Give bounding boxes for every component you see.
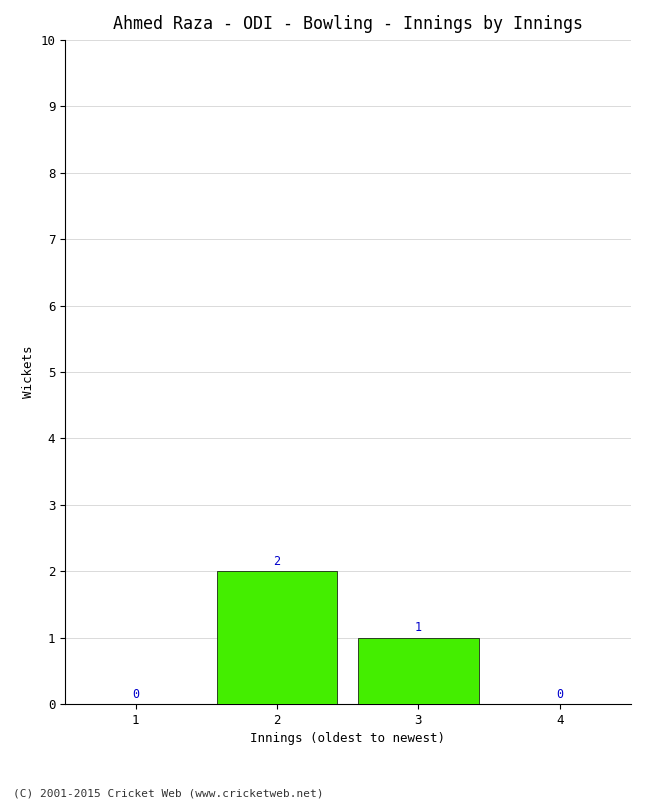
Text: 0: 0 bbox=[132, 688, 139, 701]
X-axis label: Innings (oldest to newest): Innings (oldest to newest) bbox=[250, 732, 445, 746]
Text: 0: 0 bbox=[556, 688, 564, 701]
Text: (C) 2001-2015 Cricket Web (www.cricketweb.net): (C) 2001-2015 Cricket Web (www.cricketwe… bbox=[13, 788, 324, 798]
Title: Ahmed Raza - ODI - Bowling - Innings by Innings: Ahmed Raza - ODI - Bowling - Innings by … bbox=[112, 15, 583, 33]
Text: 1: 1 bbox=[415, 622, 422, 634]
Bar bbox=[217, 571, 337, 704]
Y-axis label: Wickets: Wickets bbox=[21, 346, 34, 398]
Text: 2: 2 bbox=[274, 555, 281, 568]
Bar bbox=[358, 638, 478, 704]
